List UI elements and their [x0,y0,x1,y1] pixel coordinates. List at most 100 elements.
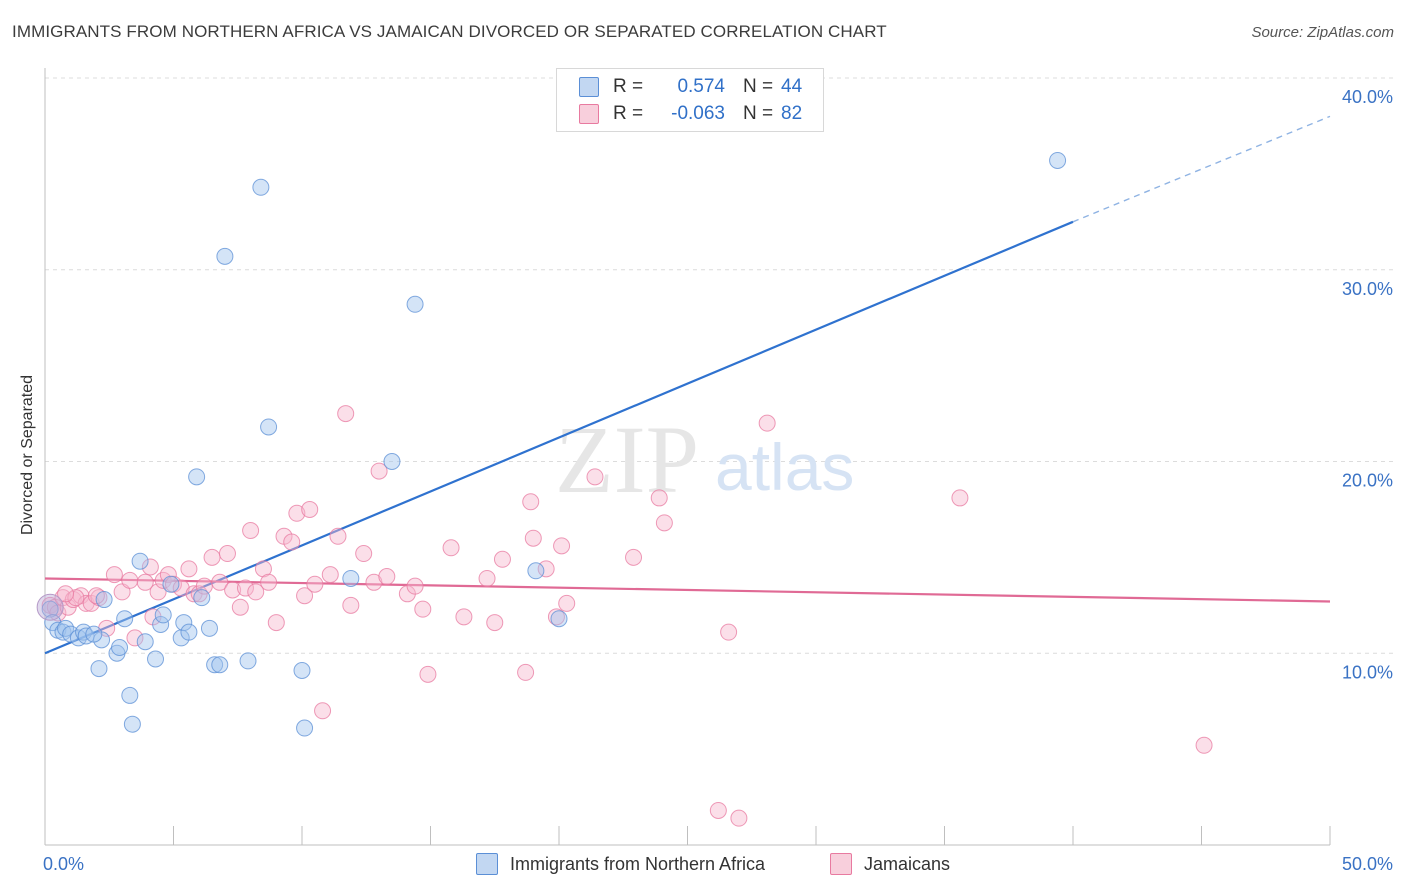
point-jamaicans [486,614,504,632]
legend-row-jamaicans: R = -0.063 N = 82 [579,101,802,127]
trend-line-jamaicans [44,577,1331,603]
point-jamaicans [337,405,355,423]
chart-title: IMMIGRANTS FROM NORTHERN AFRICA VS JAMAI… [12,22,887,41]
legend-r-value: 0.574 [677,76,725,97]
point-northern-africa [342,569,360,587]
data-points [36,151,1213,827]
legend-n-label: N = [743,76,774,97]
point-northern-africa [188,468,206,486]
point-northern-africa [175,614,193,632]
y-tick-label: 40.0% [1342,87,1393,107]
bottom-legend-northern-africa: Immigrants from Northern Africa [476,851,765,877]
point-jamaicans [522,493,540,511]
point-jamaicans [537,560,555,578]
point-northern-africa [200,619,218,637]
legend-n-value: 44 [781,76,803,97]
point-northern-africa [90,660,108,678]
axes [44,68,1331,846]
trend-line-northern-africa-projection [1072,115,1331,223]
point-jamaicans [211,573,229,591]
point-jamaicans [524,529,542,547]
point-jamaicans [321,566,339,584]
point-jamaicans [558,594,576,612]
legend-r-value: -0.063 [671,103,725,124]
point-jamaicans [242,522,260,540]
trend-lines [44,115,1331,655]
bottom-legend-jamaicans: Jamaicans [830,851,950,877]
point-northern-africa [95,591,113,609]
point-jamaicans [49,604,67,622]
point-jamaicans [267,614,285,632]
point-jamaicans [231,598,249,616]
point-northern-africa [193,589,211,607]
point-jamaicans [553,537,571,555]
point-northern-africa [131,552,149,570]
legend-swatch-pink [579,104,599,124]
point-jamaicans [517,663,535,681]
x-tick-label: 0.0% [43,854,84,874]
point-jamaicans [378,568,396,586]
point-jamaicans [254,560,272,578]
point-jamaicans [136,573,154,591]
point-jamaicans [370,462,388,480]
point-jamaicans [547,608,565,626]
point-jamaicans [329,527,347,545]
point-northern-africa [85,625,103,643]
point-northern-africa [41,600,59,618]
x-tick-label: 50.0% [1342,854,1393,874]
point-jamaicans [87,587,105,605]
point-jamaicans [655,514,673,532]
point-northern-africa [211,656,229,674]
point-jamaicans [283,533,301,551]
point-jamaicans [121,571,139,589]
point-northern-africa [136,633,154,651]
point-jamaicans [442,539,460,557]
point-cluster [36,593,64,621]
legend-r-label: R = [613,103,644,124]
bottom-legend-label: Immigrants from Northern Africa [510,853,766,874]
y-tick-label: 20.0% [1342,471,1393,491]
point-jamaicans [301,500,319,518]
point-jamaicans [720,623,738,641]
chart-source: Source: ZipAtlas.com [1251,24,1394,41]
point-jamaicans [650,489,668,507]
point-jamaicans [247,583,265,601]
bottom-legend-swatch-pink [830,853,852,875]
point-jamaicans [586,468,604,486]
point-northern-africa [111,638,129,656]
point-jamaicans [355,545,373,563]
legend-n-label: N = [743,103,774,124]
point-northern-africa [123,715,141,733]
point-northern-africa [116,610,134,628]
point-jamaicans [306,575,324,593]
point-northern-africa [527,562,545,580]
bottom-legend-swatch-blue [476,853,498,875]
y-tick-label: 30.0% [1342,279,1393,299]
point-jamaicans [296,587,314,605]
point-jamaicans [406,577,424,595]
point-jamaicans [1195,736,1213,754]
point-jamaicans [224,581,242,599]
point-jamaicans [414,600,432,618]
point-jamaicans [288,504,306,522]
point-jamaicans [951,489,969,507]
point-jamaicans [203,548,221,566]
watermark: ZIP atlas [555,406,854,513]
point-northern-africa [293,662,311,680]
point-northern-africa [147,650,165,668]
point-jamaicans [419,665,437,683]
point-jamaicans [180,560,198,578]
point-northern-africa [152,615,170,633]
point-jamaicans [105,566,123,584]
watermark-atlas: atlas [715,430,854,504]
legend-n-value: 82 [781,103,803,124]
point-jamaicans [314,702,332,720]
point-jamaicans [478,569,496,587]
point-northern-africa [252,178,270,196]
point-northern-africa [121,686,139,704]
point-northern-africa [383,453,401,470]
stats-legend: R = 0.574 N = 44 R = -0.063 N = 82 [556,68,824,132]
point-northern-africa [206,656,224,674]
point-jamaicans [730,809,748,827]
